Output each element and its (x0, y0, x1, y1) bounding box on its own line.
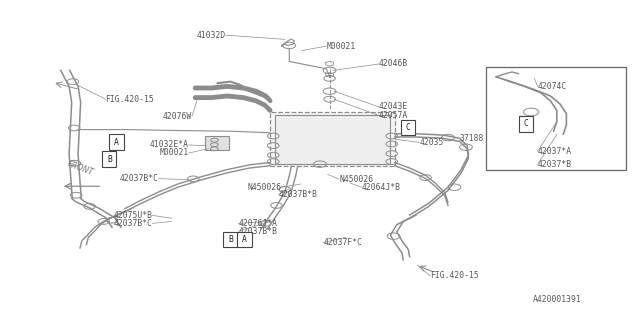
Bar (519, 116, 533, 132)
Bar (237, 232, 252, 247)
Text: 42046B: 42046B (379, 60, 408, 68)
Text: C: C (406, 123, 411, 132)
Bar (275, 115, 390, 164)
Text: A: A (242, 235, 247, 244)
Text: 42076W: 42076W (163, 112, 192, 121)
Text: 42037*B: 42037*B (538, 160, 572, 169)
Text: M00021: M00021 (326, 42, 356, 51)
Text: 42043E: 42043E (379, 102, 408, 111)
Text: FIG.420-15: FIG.420-15 (106, 95, 154, 104)
Text: 42037B*C: 42037B*C (120, 174, 159, 183)
Text: 42074C: 42074C (538, 82, 567, 91)
Text: 41032D: 41032D (196, 31, 226, 40)
Text: A420001391: A420001391 (532, 295, 581, 304)
Text: 42037B*B: 42037B*B (239, 227, 278, 236)
Text: 41032E*A: 41032E*A (150, 140, 189, 149)
Text: FRONT: FRONT (66, 159, 94, 177)
Bar (102, 151, 116, 167)
Text: 42075U*B: 42075U*B (113, 211, 152, 220)
Text: 42064J*B: 42064J*B (362, 183, 401, 192)
Text: 42037B*C: 42037B*C (113, 219, 152, 228)
Bar (205, 136, 229, 150)
Text: M00021: M00021 (159, 148, 189, 157)
Text: C: C (524, 119, 529, 128)
Bar (486, 67, 626, 170)
Text: B: B (107, 155, 112, 164)
Text: 42037F*C: 42037F*C (323, 238, 362, 247)
Bar (401, 120, 415, 135)
Bar (109, 134, 124, 150)
Text: 42037B*B: 42037B*B (278, 190, 317, 199)
Text: A: A (114, 138, 119, 147)
Text: 42057A: 42057A (379, 111, 408, 120)
Text: N450026: N450026 (248, 183, 282, 192)
Bar (223, 232, 237, 247)
Bar (270, 112, 395, 166)
Text: FIG.420-15: FIG.420-15 (430, 271, 479, 280)
Text: 42076J*A: 42076J*A (239, 219, 278, 228)
Text: 42037*A: 42037*A (538, 147, 572, 156)
Text: B: B (228, 235, 233, 244)
Text: 42035: 42035 (419, 138, 444, 147)
Text: 37188: 37188 (460, 134, 484, 143)
Text: N450026: N450026 (339, 175, 373, 184)
